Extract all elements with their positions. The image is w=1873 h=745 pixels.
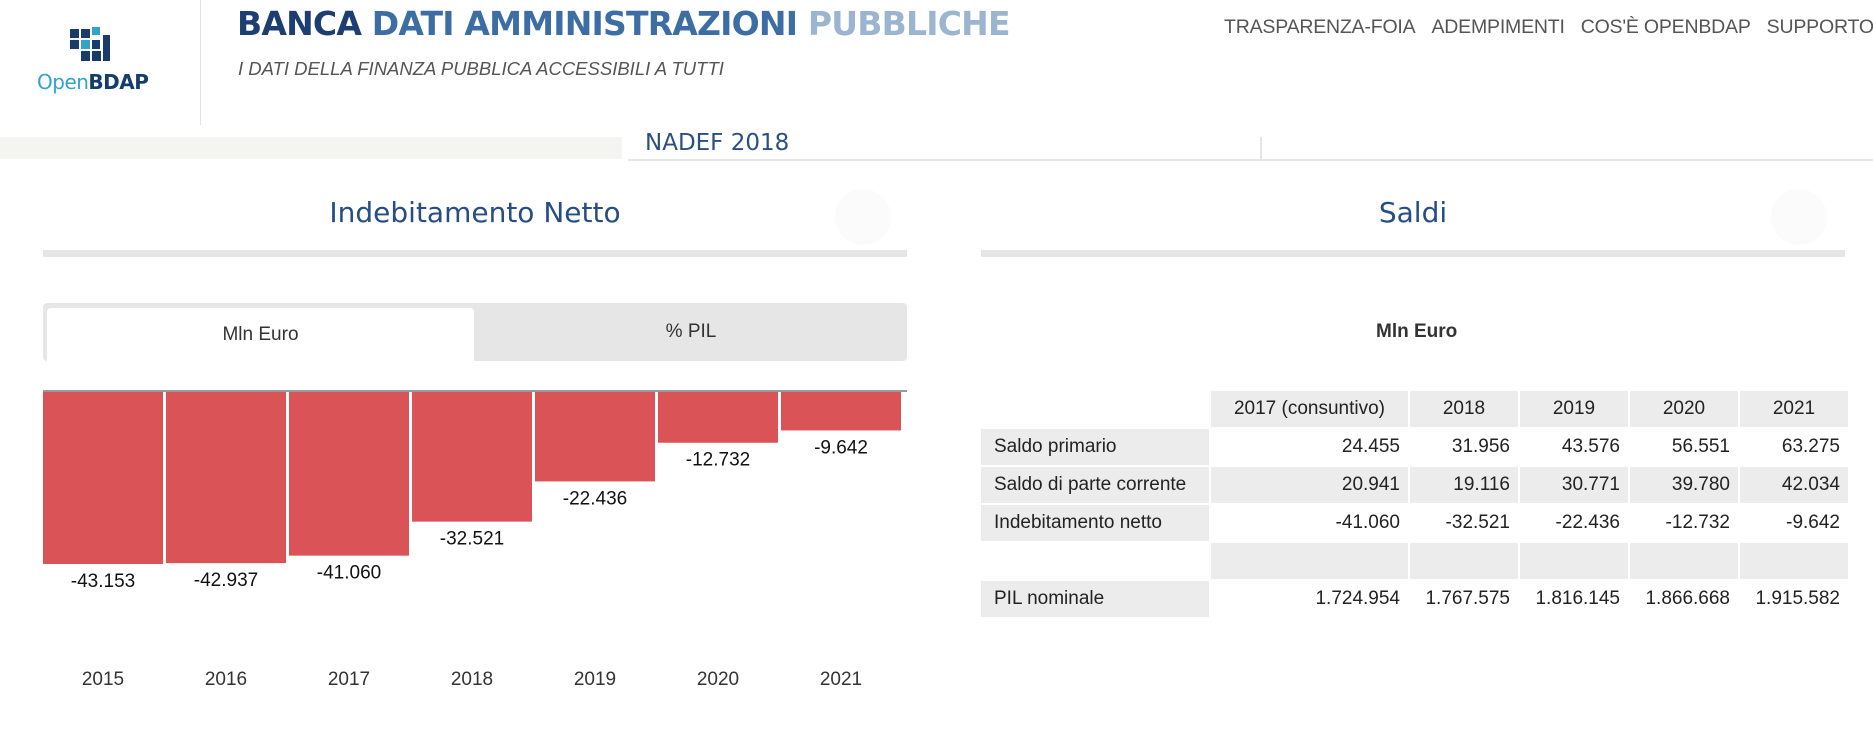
table-cell: 1.866.668: [1630, 581, 1740, 619]
site-subtitle: I DATI DELLA FINANZA PUBBLICA ACCESSIBIL…: [238, 58, 724, 79]
bar-value-label: -43.153: [71, 571, 135, 592]
bar-2017[interactable]: [289, 392, 409, 556]
table-cell: [1211, 543, 1410, 581]
table-cell: 42.034: [1740, 467, 1850, 505]
table-header-corner: [981, 391, 1211, 429]
nav-cos-e-openbdap[interactable]: COS'È OPENBDAP: [1580, 16, 1751, 38]
x-tick-label: 2020: [697, 669, 739, 690]
bar-value-label: -22.436: [563, 488, 627, 509]
table-cell: [1520, 543, 1630, 581]
table-row-spacer: [981, 543, 1850, 581]
table-row: PIL nominale 1.724.954 1.767.575 1.816.1…: [981, 581, 1850, 619]
bar-2021[interactable]: [781, 392, 901, 431]
indebitamento-bar-chart: -43.153 2015 -42.937 2016 -41.060 2017 -32.521…: [43, 390, 907, 690]
breadcrumb-strip: [0, 137, 622, 159]
left-panel-rule: [43, 250, 907, 257]
right-panel-title: Saldi: [1378, 196, 1448, 229]
title-part-dati: DATI AMMINISTRAZIONI: [371, 4, 798, 43]
table-cell: 39.780: [1630, 467, 1740, 505]
row-label: [981, 543, 1211, 581]
row-label: Saldo di parte corrente: [981, 467, 1211, 505]
unit-tabs: Mln Euro % PIL: [43, 303, 907, 361]
x-tick-label: 2018: [451, 669, 493, 690]
section-label: NADEF 2018: [645, 130, 790, 154]
table-cell: 1.816.145: [1520, 581, 1630, 619]
nav-supporto[interactable]: SUPPORTO: [1766, 16, 1873, 38]
top-navigation: TRASPARENZA-FOIA ADEMPIMENTI COS'È OPENB…: [1224, 16, 1873, 39]
table-cell: 30.771: [1520, 467, 1630, 505]
info-button[interactable]: [835, 189, 891, 245]
table-cell: -41.060: [1211, 505, 1410, 543]
site-title[interactable]: BANCA DATI AMMINISTRAZIONI PUBBLICHE: [237, 4, 1011, 43]
table-row: Saldo di parte corrente 20.941 19.116 30…: [981, 467, 1850, 505]
divider: [628, 159, 1873, 161]
title-part-pubbliche: PUBBLICHE: [807, 4, 1011, 43]
tab-mln-euro[interactable]: Mln Euro: [47, 308, 474, 361]
table-unit-label: Mln Euro: [1376, 321, 1458, 342]
table-cell: 1.724.954: [1211, 581, 1410, 619]
table-cell: [1630, 543, 1740, 581]
table-header-cell: 2018: [1410, 391, 1520, 429]
table-cell: 31.956: [1410, 429, 1520, 467]
table-cell: 19.116: [1410, 467, 1520, 505]
table-cell: 1.915.582: [1740, 581, 1850, 619]
bar-value-label: -42.937: [194, 570, 258, 591]
x-tick-label: 2015: [82, 669, 124, 690]
nav-trasparenza-foia[interactable]: TRASPARENZA-FOIA: [1224, 16, 1416, 38]
tab-pil-percent[interactable]: % PIL: [665, 321, 717, 342]
bar-2018[interactable]: [412, 392, 532, 522]
row-label: Indebitamento netto: [981, 505, 1211, 543]
row-label: Saldo primario: [981, 429, 1211, 467]
table-header-cell: 2020: [1630, 391, 1740, 429]
table-row: Indebitamento netto -41.060 -32.521 -22.…: [981, 505, 1850, 543]
table-cell: 43.576: [1520, 429, 1630, 467]
bar-value-label: -32.521: [440, 529, 504, 550]
table-cell: -9.642: [1740, 505, 1850, 543]
table-header-cell: 2019: [1520, 391, 1630, 429]
table-cell: [1410, 543, 1520, 581]
bar-2016[interactable]: [166, 392, 286, 564]
row-label: PIL nominale: [981, 581, 1211, 619]
table-header-row: 2017 (consuntivo) 2018 2019 2020 2021: [981, 391, 1850, 429]
x-tick-label: 2017: [328, 669, 370, 690]
logo-area[interactable]: OpenBDAP: [0, 0, 201, 125]
x-tick-label: 2021: [820, 669, 862, 690]
logo-open-text: Open: [37, 70, 89, 94]
table-cell: 24.455: [1211, 429, 1410, 467]
table-cell: -22.436: [1520, 505, 1630, 543]
openbdap-logo-icon: [70, 27, 110, 61]
x-tick-label: 2019: [574, 669, 616, 690]
bar-2020[interactable]: [658, 392, 778, 443]
nav-adempimenti[interactable]: ADEMPIMENTI: [1431, 16, 1565, 38]
logo-bdap-text: BDAP: [88, 70, 149, 94]
info-button-right[interactable]: [1771, 189, 1827, 245]
left-panel-title: Indebitamento Netto: [329, 196, 621, 229]
table-cell: 1.767.575: [1410, 581, 1520, 619]
table-cell: 20.941: [1211, 467, 1410, 505]
bar-2019[interactable]: [535, 392, 655, 482]
right-panel-rule: [981, 250, 1845, 257]
table-cell: [1740, 543, 1850, 581]
title-part-banca: BANCA: [237, 4, 362, 43]
table-cell: 63.275: [1740, 429, 1850, 467]
logo-wordmark: OpenBDAP: [37, 70, 149, 94]
table-cell: -12.732: [1630, 505, 1740, 543]
bar-2015[interactable]: [43, 392, 163, 564]
bar-value-label: -41.060: [317, 563, 381, 584]
table-row: Saldo primario 24.455 31.956 43.576 56.5…: [981, 429, 1850, 467]
saldi-table: 2017 (consuntivo) 2018 2019 2020 2021 Sa…: [981, 391, 1850, 619]
bar-value-label: -12.732: [686, 450, 750, 471]
x-tick-label: 2016: [205, 669, 247, 690]
table-header-cell: 2017 (consuntivo): [1211, 391, 1410, 429]
divider-tick: [1260, 137, 1262, 159]
bar-value-label: -9.642: [814, 437, 868, 458]
table-header-cell: 2021: [1740, 391, 1850, 429]
table-cell: 56.551: [1630, 429, 1740, 467]
table-cell: -32.521: [1410, 505, 1520, 543]
